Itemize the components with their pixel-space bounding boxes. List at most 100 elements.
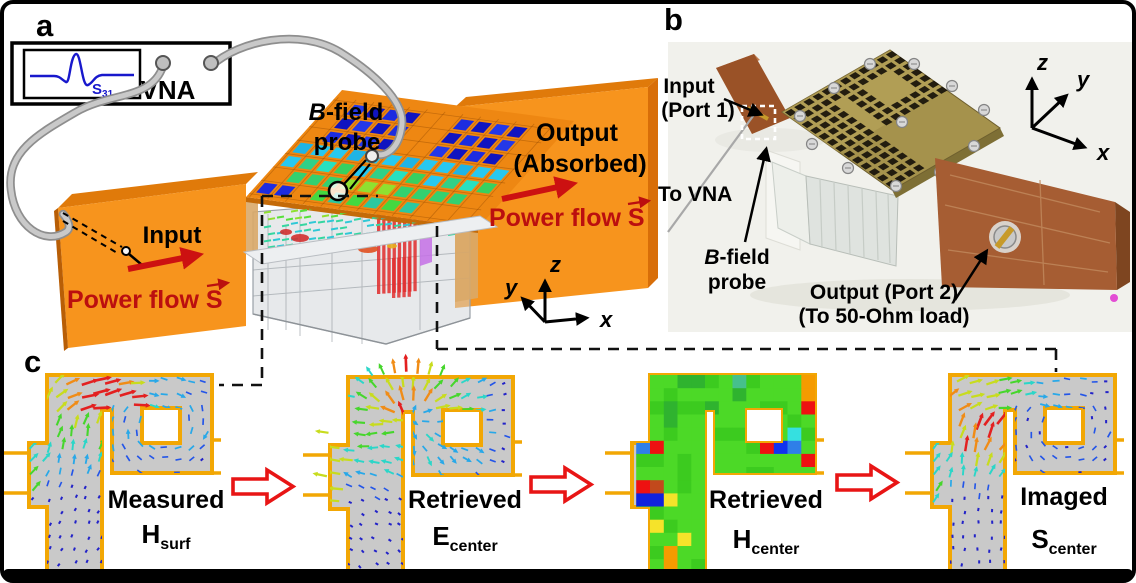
plate-grid-line [445, 124, 534, 223]
field-arrow-head [353, 431, 359, 437]
field-arrow-head [988, 452, 993, 458]
brass-hole [869, 157, 882, 165]
field-arrow [1078, 406, 1086, 410]
sim-field-streak [330, 227, 339, 231]
heatmap-cell [705, 401, 720, 415]
metasurface-tile [410, 188, 433, 200]
field-arrow [199, 444, 206, 450]
field-arrow-head [953, 388, 960, 394]
brass-hole [890, 112, 902, 121]
panel-a: S31 VNA a B-field probe Input [6, 8, 658, 351]
field-arrow [93, 406, 109, 410]
brass-hole [835, 144, 847, 152]
brass-hole [836, 133, 848, 141]
field-arrow-head [84, 453, 89, 459]
field-dot [48, 534, 51, 539]
field-dot [388, 510, 392, 515]
field-dot [358, 522, 363, 527]
field-arrow-head [479, 448, 485, 454]
plate-grid-group [246, 97, 556, 226]
field-dot [348, 536, 353, 540]
field-arrow [1040, 440, 1047, 447]
input-power-arrow [127, 247, 204, 272]
brass-hole [917, 97, 930, 105]
step3-symbol: Hcenter [733, 524, 800, 558]
field-arrow [81, 379, 97, 387]
heatmap-cell [663, 559, 678, 572]
heatmap-cell [760, 375, 775, 389]
sim-field-streak [294, 229, 303, 233]
field-arrow-head [979, 412, 984, 419]
metasurface-tile [476, 137, 498, 149]
heatmap-cell [677, 519, 692, 534]
connector-gold-pin [994, 226, 1015, 249]
field-arrow-head [35, 480, 41, 487]
brass-hole [818, 132, 830, 140]
field-arrow [1065, 405, 1073, 409]
brass-hole [918, 85, 931, 94]
red-via-bar [413, 195, 417, 292]
plate-grid-line [428, 122, 517, 221]
output-power-flow-label: Power flow S [489, 204, 645, 232]
heatmap-cell [691, 467, 706, 481]
metasurface-tile [321, 131, 344, 143]
field-arrow-head [378, 443, 385, 449]
field-arrow-head [74, 414, 80, 420]
field-dot [72, 547, 76, 551]
sim-field-streak [267, 217, 276, 221]
heatmap-cell [691, 453, 706, 468]
sim-field-hotspot [291, 234, 309, 242]
field-arrow [175, 458, 182, 461]
waveguide-left-top-face [58, 172, 258, 208]
metasurface-tile [345, 194, 367, 207]
metasurface-tile [392, 186, 415, 198]
field-arrow-head [105, 388, 111, 393]
metasurface-tile [506, 126, 528, 138]
field-arrow-head [977, 401, 983, 407]
red-via-bar-lower [392, 258, 396, 298]
heatmap-cell [691, 375, 706, 389]
metasurface-tile [375, 138, 397, 151]
brass-hole [919, 74, 931, 83]
field-dot [396, 522, 401, 526]
metasurface-tile [327, 147, 350, 159]
dashed-projection-lines [219, 194, 1058, 387]
field-arrow-head [62, 401, 68, 407]
metasurface-tile [482, 153, 504, 165]
e-structure-1 [2, 373, 221, 574]
metasurface-tile [303, 174, 326, 186]
plate-grid-line [303, 105, 392, 204]
sim-field-streak [321, 214, 330, 218]
brass-hole [885, 50, 898, 59]
heatmap-cell [677, 401, 692, 415]
brass-hole [829, 104, 841, 113]
metasurface-tile [297, 158, 320, 170]
brass-hole [908, 102, 921, 110]
field-dot [200, 457, 204, 462]
field-dot [963, 547, 967, 552]
brass-hole [886, 168, 898, 177]
field-arrow-head [972, 422, 978, 428]
heatmap-cell [636, 480, 651, 494]
heatmap-cell [691, 414, 706, 428]
heatmap-cell [650, 414, 665, 428]
heatmap-cell [746, 440, 761, 455]
field-arrow-head [380, 405, 386, 411]
brass-hole [878, 151, 891, 160]
x-axis-label: x [599, 307, 613, 332]
vector-overbar-left [206, 278, 231, 291]
brass-hole [887, 157, 899, 166]
sim-field-streak [290, 209, 299, 213]
heatmap-cell [787, 375, 802, 389]
field-arrow [486, 393, 493, 397]
field-arrow-head [355, 470, 361, 475]
field-arrow-head [1001, 468, 1006, 474]
brass-hole [853, 133, 866, 142]
heatmap-cell [773, 388, 788, 402]
field-arrow-head [428, 436, 435, 442]
heatmap-cell [663, 493, 678, 507]
heatmap-cell [801, 453, 815, 468]
metasurface-tile [321, 176, 344, 188]
field-arrow-head [391, 358, 396, 364]
field-arrow [1063, 377, 1071, 381]
